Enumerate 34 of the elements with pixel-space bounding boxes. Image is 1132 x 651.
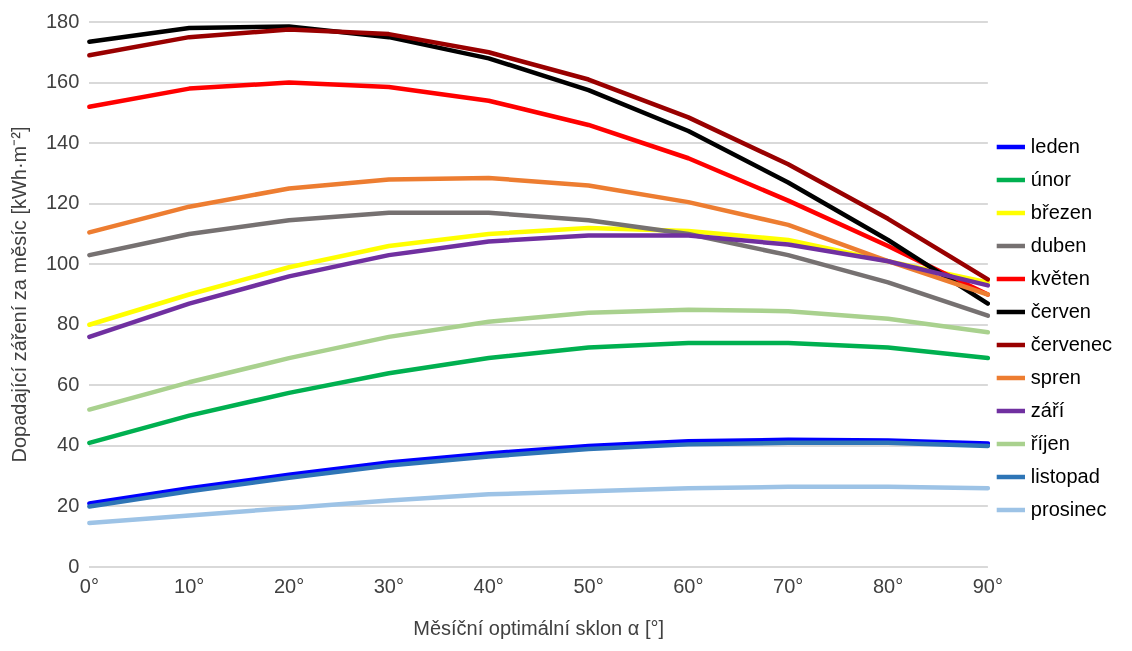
x-axis-title: Měsíční optimální sklon α [°]: [413, 616, 664, 639]
x-tick-label: 50°: [573, 574, 604, 597]
x-tick-label: 60°: [673, 574, 704, 597]
x-tick-label: 0°: [79, 574, 99, 597]
y-tick-label: 160: [45, 70, 80, 93]
y-axis-title: Dopadající záření za měsíc [kWh·m⁻²]: [7, 126, 30, 463]
y-tick-label: 0: [68, 554, 80, 577]
legend-label: září: [1030, 398, 1065, 421]
x-tick-label: 10°: [174, 574, 205, 597]
legend-label: květen: [1030, 266, 1090, 289]
legend-label: červen: [1030, 299, 1091, 322]
y-tick-label: 180: [45, 9, 80, 32]
legend-label: prosinec: [1030, 497, 1107, 520]
legend-label: spren: [1030, 365, 1081, 388]
x-tick-label: 30°: [373, 574, 404, 597]
legend-label: leden: [1030, 134, 1080, 157]
legend-label: březen: [1030, 200, 1092, 223]
y-tick-label: 40: [57, 433, 80, 456]
y-tick-label: 100: [45, 251, 80, 274]
x-tick-label: 70°: [773, 574, 804, 597]
x-tick-label: 20°: [273, 574, 305, 597]
x-tick-label: 90°: [972, 574, 1003, 597]
x-tick-label: 40°: [473, 574, 504, 597]
x-tick-label: 80°: [872, 574, 904, 597]
y-tick-label: 60: [57, 372, 80, 395]
legend-label: říjen: [1030, 431, 1070, 454]
y-tick-label: 140: [45, 130, 80, 153]
y-tick-label: 120: [45, 191, 80, 214]
legend-label: listopad: [1030, 464, 1100, 487]
y-tick-label: 80: [57, 312, 80, 335]
y-tick-label: 20: [57, 493, 80, 516]
legend-label: červenec: [1030, 332, 1112, 355]
legend-label: únor: [1030, 167, 1072, 190]
legend-label: duben: [1030, 233, 1087, 256]
